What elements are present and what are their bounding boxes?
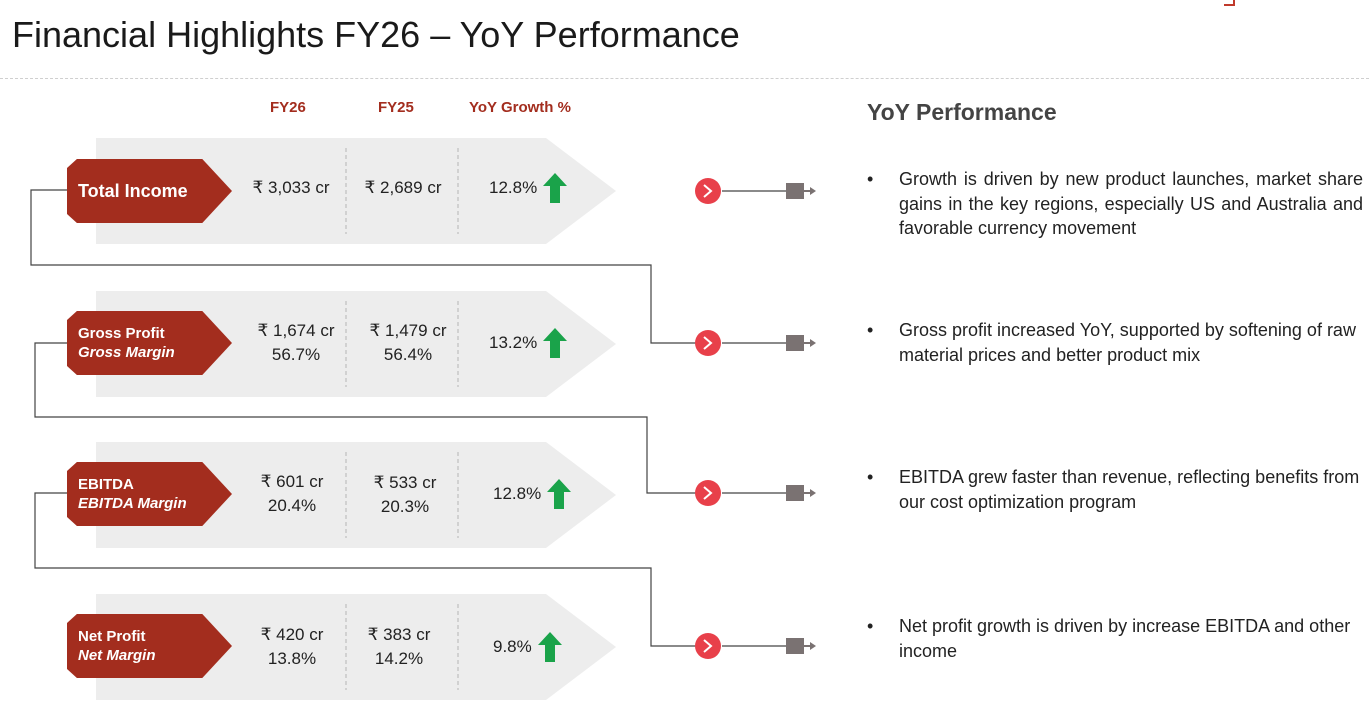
bullet-text: Net profit growth is driven by increase …	[899, 616, 1351, 661]
title-divider	[0, 78, 1369, 79]
fy26-margin: 56.7%	[271, 345, 321, 364]
metric-label-box: Net Profit Net Margin	[67, 614, 232, 678]
column-header-fy26: FY26	[270, 99, 306, 116]
chevron-right-icon	[695, 633, 721, 659]
growth-cell: 9.8%	[493, 632, 562, 662]
chevron-right-icon	[695, 330, 721, 356]
chevron-right-icon	[695, 480, 721, 506]
corner-accent	[1224, 0, 1235, 6]
metric-margin-name: Gross Margin	[78, 344, 175, 361]
up-arrow-icon	[543, 173, 568, 203]
commentary-title: YoY Performance	[867, 99, 1057, 125]
commentary-bullet: • Growth is driven by new product launch…	[867, 167, 1363, 241]
fy25-value: ₹ 383 cr	[367, 625, 431, 644]
up-arrow-icon	[543, 328, 568, 358]
bullet-dot-icon: •	[867, 467, 874, 487]
row-panel	[96, 291, 616, 397]
fy25-value: ₹ 2,689 cr	[364, 178, 442, 197]
commentary-bullet: • Gross profit increased YoY, supported …	[867, 318, 1363, 367]
metric-name: Total Income	[78, 180, 188, 201]
bullet-dot-icon: •	[867, 616, 874, 636]
fy25-value: ₹ 1,479 cr	[369, 321, 447, 340]
fy25-margin: 14.2%	[374, 649, 424, 668]
fy25-margin: 56.4%	[383, 345, 433, 364]
row-panel	[96, 594, 616, 700]
plug-icon	[786, 485, 804, 501]
growth-value: 9.8%	[493, 637, 532, 656]
bullet-text: Growth is driven by new product launches…	[899, 169, 1363, 238]
row-connector-end	[695, 480, 816, 506]
growth-value: 12.8%	[489, 178, 538, 197]
row-connector-end	[695, 330, 816, 356]
growth-value: 13.2%	[489, 333, 538, 352]
plug-icon	[786, 335, 804, 351]
fy26-value: ₹ 1,674 cr	[257, 321, 335, 340]
metric-row-gross-profit: Gross Profit Gross Margin ₹ 1,674 cr 56.…	[0, 291, 1369, 401]
metric-label-box: EBITDA EBITDA Margin	[67, 462, 232, 526]
metric-margin-name: Net Margin	[78, 647, 156, 664]
fy26-value: ₹ 3,033 cr	[252, 178, 330, 197]
growth-cell: 13.2%	[489, 328, 568, 358]
growth-cell: 12.8%	[489, 173, 568, 203]
metric-row-ebitda: EBITDA EBITDA Margin ₹ 601 cr 20.4% ₹ 53…	[0, 442, 1369, 552]
metric-label-box: Gross Profit Gross Margin	[67, 311, 232, 375]
row-connector-end	[695, 633, 816, 659]
metric-label-box: Total Income	[67, 159, 232, 223]
fy26-value: ₹ 420 cr	[260, 625, 324, 644]
up-arrow-icon	[537, 632, 562, 662]
commentary-bullet: • EBITDA grew faster than revenue, refle…	[867, 465, 1363, 514]
fy26-margin: 13.8%	[267, 649, 317, 668]
fy26-margin: 20.4%	[267, 496, 317, 515]
fy26-value: ₹ 601 cr	[260, 472, 324, 491]
page-title: Financial Highlights FY26 – YoY Performa…	[12, 14, 740, 55]
metric-name: EBITDA	[78, 476, 134, 493]
row-panel	[96, 138, 616, 244]
plug-icon	[786, 638, 804, 654]
fy25-margin: 20.3%	[380, 497, 430, 516]
row-connector-end	[695, 178, 816, 204]
column-header-fy25: FY25	[378, 99, 414, 116]
plug-icon	[786, 183, 804, 199]
row-panel	[96, 442, 616, 548]
fy25-value: ₹ 533 cr	[373, 473, 437, 492]
metric-name: Gross Profit	[78, 325, 165, 342]
column-header-growth: YoY Growth %	[469, 99, 571, 116]
bullet-dot-icon: •	[867, 320, 874, 340]
metric-name: Net Profit	[78, 628, 146, 645]
growth-cell: 12.8%	[493, 479, 572, 509]
bullet-text: EBITDA grew faster than revenue, reflect…	[899, 467, 1360, 512]
growth-value: 12.8%	[493, 484, 542, 503]
metric-row-net-profit: Net Profit Net Margin ₹ 420 cr 13.8% ₹ 3…	[0, 594, 1369, 704]
commentary-bullet: • Net profit growth is driven by increas…	[867, 614, 1363, 663]
bullet-dot-icon: •	[867, 169, 874, 189]
metric-row-total-income: Total Income ₹ 3,033 cr ₹ 2,689 cr 12.8%	[0, 138, 1369, 248]
chevron-right-icon	[695, 178, 721, 204]
metric-margin-name: EBITDA Margin	[78, 495, 187, 512]
up-arrow-icon	[547, 479, 572, 509]
bullet-text: Gross profit increased YoY, supported by…	[899, 320, 1356, 365]
